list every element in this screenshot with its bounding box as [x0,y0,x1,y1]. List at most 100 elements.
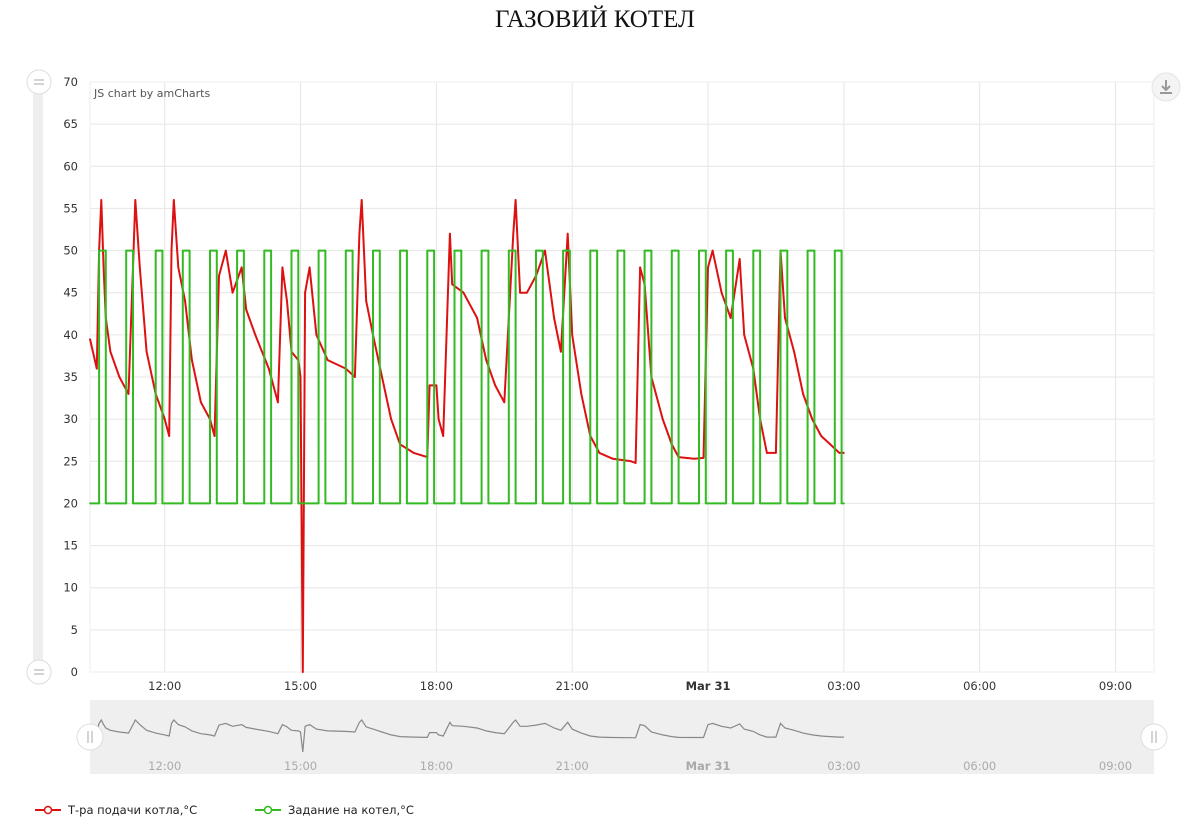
data-point [236,502,239,505]
data-point [738,258,741,260]
data-point [480,249,483,252]
data-point [161,249,164,252]
data-point [433,502,435,505]
scrollbar-preview-line [89,718,844,753]
data-point [163,418,166,420]
data-point [487,249,490,252]
data-point [299,376,302,378]
data-point [177,266,180,269]
data-point [596,249,598,252]
data-point [224,249,227,252]
data-point [290,249,293,252]
data-point [98,249,100,252]
data-point [218,275,220,277]
data-point [729,317,732,319]
data-point [154,502,157,505]
data-point [806,502,809,505]
data-point [290,502,293,505]
data-point [677,249,680,252]
data-point [360,199,363,201]
value-scrollbar-track[interactable] [33,82,43,672]
legend: Т-ра подачи котла,°С Задание на котел,°С [35,803,414,817]
data-point [326,359,329,361]
data-point [270,249,272,252]
data-point [766,452,768,454]
scrollbar-right-grip[interactable] [1140,723,1168,751]
data-point [670,249,673,252]
x-axis-labels: 12:00 15:00 18:00 21:00 Mar 31 03:00 06:00 09:0… [148,679,1132,693]
data-point [161,502,164,505]
data-point [308,266,311,269]
data-point [580,393,583,395]
data-point [399,249,401,252]
data-point [670,502,673,505]
y-axis-labels: 0 5 10 15 20 25 30 35 40 45 50 55 60 65 70 [63,75,78,679]
data-point [378,502,381,505]
data-point [297,502,300,505]
data-point [301,671,304,673]
series-line [89,199,844,673]
value-scrollbar-top-grip[interactable] [26,69,52,95]
data-point [786,502,789,505]
scrollbar-tick-label: Mar 31 [686,759,731,773]
data-point [634,462,637,464]
data-point [263,502,266,505]
data-point [813,502,816,505]
data-point [480,502,483,505]
data-point [134,199,137,201]
data-point [639,266,641,269]
scrollbar-left-grip[interactable] [76,723,104,751]
data-point [351,249,354,252]
data-point [297,249,300,252]
data-point [566,232,569,235]
data-point [145,350,148,353]
data-point [476,317,478,319]
data-point [562,502,564,505]
data-point [485,359,488,361]
download-icon[interactable] [1151,72,1181,102]
value-scrollbar-bottom-grip[interactable] [26,659,52,685]
data-point [426,249,429,252]
data-point [168,435,171,437]
data-point [460,249,463,252]
credit-label[interactable]: JS chart by amCharts [93,87,210,100]
data-point [704,502,707,505]
data-point [462,291,465,294]
plot-area [89,199,845,673]
data-point [732,502,734,505]
y-tick-label: 55 [63,201,78,215]
data-point [779,249,782,252]
data-point [344,502,347,505]
data-point [589,249,592,252]
data-point [132,249,134,252]
data-point [449,232,451,235]
x-tick-label: 03:00 [827,679,860,693]
data-point [240,266,243,269]
data-point [191,359,193,361]
data-point [725,249,727,252]
legend-item[interactable]: Задание на котел,°С [255,803,414,817]
data-point [104,249,107,252]
data-point [125,502,128,505]
data-point [215,502,218,505]
data-point [98,502,100,505]
y-tick-label: 40 [63,328,78,342]
data-point [698,249,700,252]
x-tick-label: Mar 31 [686,679,731,693]
plot-border [89,81,1155,673]
data-point [365,300,368,302]
data-point [571,334,574,336]
legend-marker-dot [43,805,53,815]
legend-item[interactable]: Т-ра подачи котла,°С [35,803,197,817]
data-point [732,249,734,252]
data-point [200,401,202,404]
scrollbar-tick-label: 06:00 [963,759,996,773]
scrollbar-tick-label: 18:00 [420,759,453,773]
category-scrollbar[interactable] [90,700,1154,774]
data-point [541,502,544,505]
data-point [315,334,318,336]
data-point [378,249,381,252]
data-point [811,418,814,420]
data-point [181,249,184,252]
